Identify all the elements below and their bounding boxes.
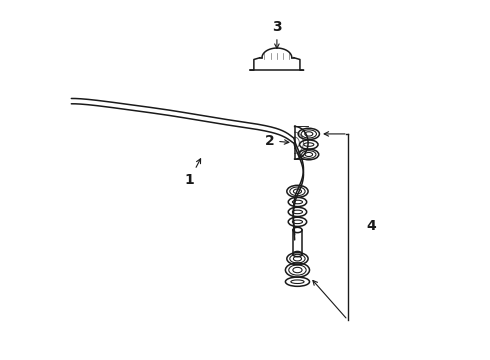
Text: 4: 4: [366, 219, 376, 233]
Text: 1: 1: [185, 159, 200, 186]
Text: 3: 3: [272, 20, 282, 48]
Text: 2: 2: [265, 134, 289, 148]
